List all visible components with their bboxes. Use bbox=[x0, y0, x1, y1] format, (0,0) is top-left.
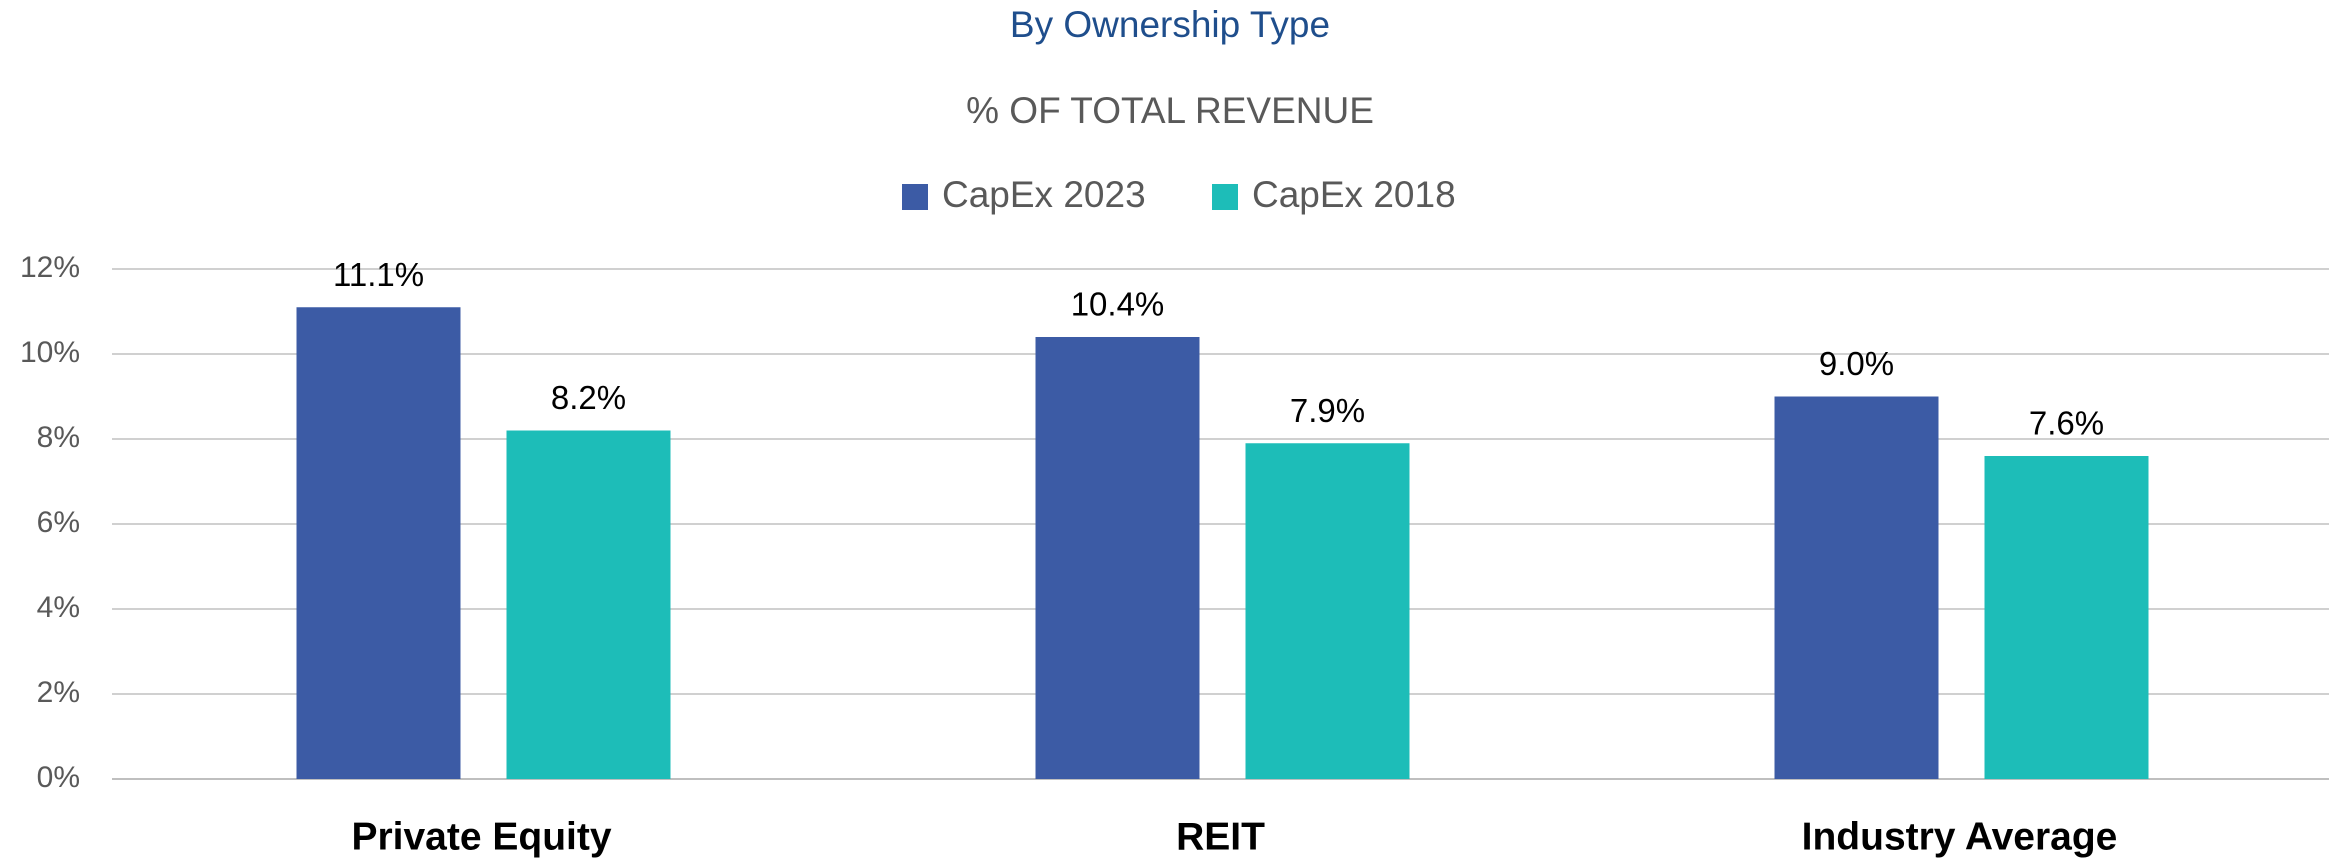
x-tick-label: Private Equity bbox=[351, 815, 611, 858]
bar bbox=[1035, 337, 1200, 779]
chart-title: By Ownership Type bbox=[1010, 4, 1330, 45]
legend-label: CapEx 2023 bbox=[942, 174, 1146, 215]
legend-swatch bbox=[902, 184, 928, 210]
value-label: 7.9% bbox=[1290, 392, 1365, 429]
y-tick-label: 10% bbox=[20, 336, 80, 369]
legend-label: CapEx 2018 bbox=[1252, 174, 1456, 215]
legend-swatch bbox=[1212, 184, 1238, 210]
bar bbox=[506, 430, 671, 779]
bar bbox=[1774, 396, 1939, 779]
bar bbox=[1984, 456, 2149, 779]
x-tick-label: REIT bbox=[1176, 815, 1265, 858]
y-tick-label: 12% bbox=[20, 251, 80, 284]
y-tick-label: 2% bbox=[37, 676, 80, 709]
value-label: 8.2% bbox=[551, 379, 626, 416]
y-tick-label: 4% bbox=[37, 591, 80, 624]
y-tick-label: 0% bbox=[37, 761, 80, 794]
bar bbox=[296, 307, 461, 779]
value-label: 11.1% bbox=[333, 256, 424, 293]
chart-subtitle: % OF TOTAL REVENUE bbox=[966, 90, 1374, 131]
y-tick-label: 8% bbox=[37, 421, 80, 454]
x-tick-label: Industry Average bbox=[1802, 815, 2118, 858]
bar bbox=[1245, 443, 1410, 779]
value-label: 7.6% bbox=[2029, 405, 2104, 442]
y-tick-label: 6% bbox=[37, 506, 80, 539]
value-label: 9.0% bbox=[1819, 345, 1894, 382]
value-label: 10.4% bbox=[1071, 286, 1165, 323]
